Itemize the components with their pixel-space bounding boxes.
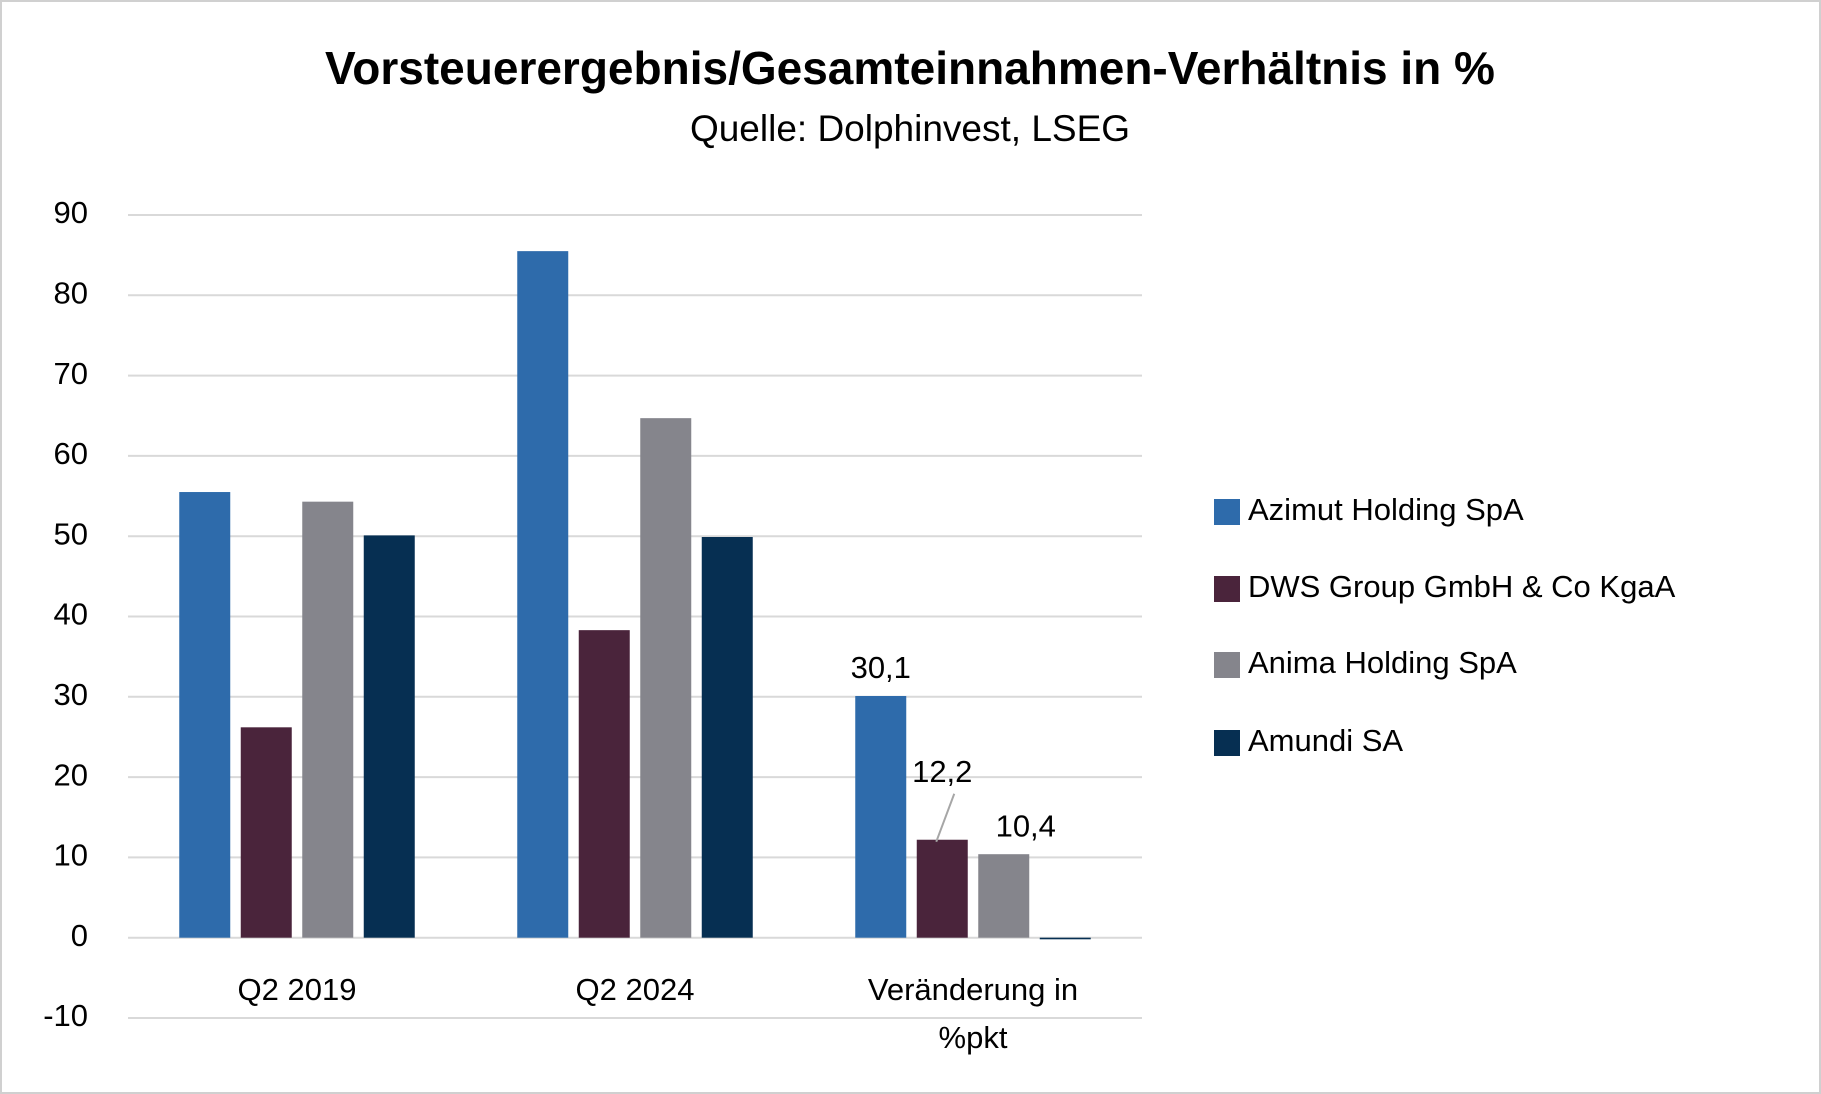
y-tick-label: 10 — [54, 838, 88, 873]
y-tick-label: 90 — [54, 195, 88, 230]
legend-swatch — [1214, 730, 1240, 756]
x-tick-label: Veränderung in %pkt — [868, 972, 1078, 1055]
bar — [640, 418, 692, 938]
y-tick-label: 0 — [71, 918, 88, 953]
legend-swatch — [1214, 576, 1240, 602]
bar — [578, 630, 630, 938]
bar — [701, 537, 753, 938]
bar — [978, 854, 1030, 938]
data-label: 12,2 — [912, 754, 972, 789]
chart-subtitle: Quelle: Dolphinvest, LSEG — [690, 108, 1130, 149]
x-tick-label: Q2 2024 — [576, 972, 695, 1007]
bar — [363, 535, 415, 938]
legend-label: Anima Holding SpA — [1248, 645, 1517, 680]
chart-title: Vorsteuerergebnis/Gesamteinnahmen-Verhäl… — [325, 42, 1495, 94]
legend-label: Azimut Holding SpA — [1248, 492, 1524, 527]
y-tick-label: 70 — [54, 356, 88, 391]
y-tick-label: -10 — [43, 998, 88, 1033]
y-tick-label: 40 — [54, 597, 88, 632]
y-tick-label: 30 — [54, 677, 88, 712]
leader-line — [935, 793, 956, 843]
y-tick-label: 60 — [54, 436, 88, 471]
legend-swatch — [1214, 499, 1240, 525]
bar — [517, 251, 569, 938]
bar — [916, 839, 968, 938]
bar — [855, 695, 907, 938]
bar — [240, 727, 292, 938]
bar — [179, 492, 231, 938]
bar — [1039, 937, 1091, 940]
bar — [302, 501, 354, 938]
legend-label: DWS Group GmbH & Co KgaA — [1248, 569, 1676, 604]
legend-label: Amundi SA — [1248, 723, 1403, 758]
legend-swatch — [1214, 652, 1240, 678]
y-tick-label: 80 — [54, 275, 88, 310]
data-label: 30,1 — [851, 650, 911, 685]
y-tick-label: 20 — [54, 757, 88, 792]
data-label: 10,4 — [996, 808, 1056, 843]
y-tick-label: 50 — [54, 516, 88, 551]
x-tick-label: Q2 2019 — [238, 972, 357, 1007]
